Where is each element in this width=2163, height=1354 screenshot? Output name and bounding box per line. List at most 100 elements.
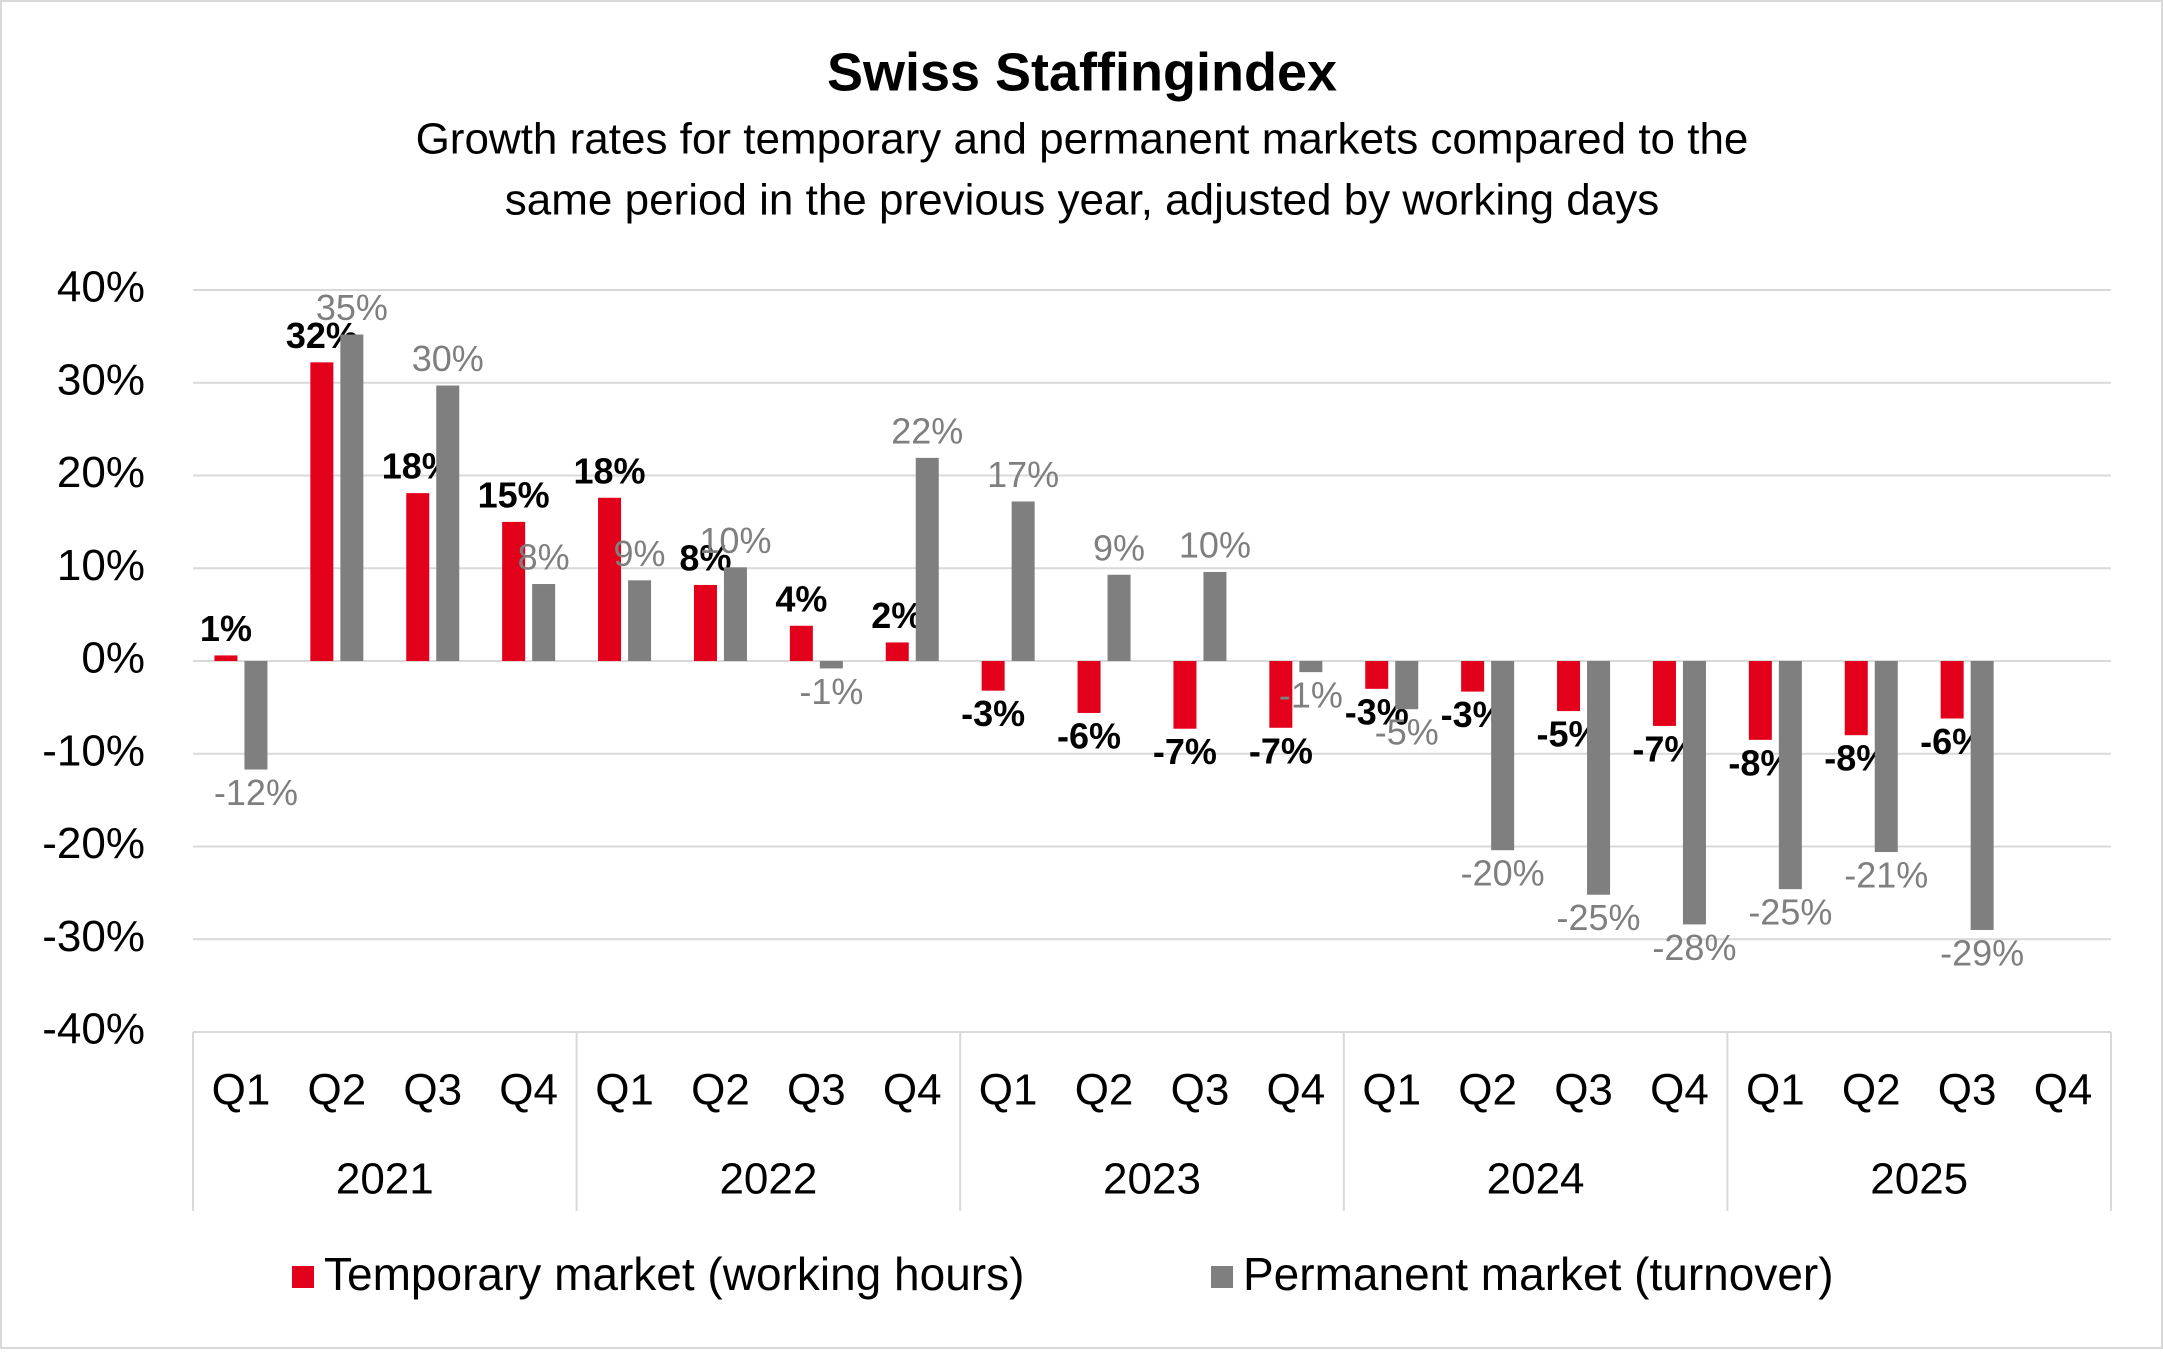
bar [1844, 661, 1868, 736]
bar [436, 385, 460, 661]
x-tick-label: Q3 [787, 1066, 846, 1115]
data-label: -21% [1844, 855, 1928, 896]
chart-title: Swiss Staffingindex [827, 42, 1337, 102]
data-label: -5% [1375, 712, 1439, 753]
bar [502, 521, 526, 661]
data-label: 18% [574, 450, 646, 491]
data-label: -1% [799, 671, 863, 712]
bar [532, 584, 556, 661]
bar [310, 362, 334, 661]
bar [1299, 661, 1323, 673]
x-tick-label: Q3 [1938, 1066, 1997, 1115]
data-label: 1% [200, 608, 252, 649]
chart-subtitle: same period in the previous year, adjust… [505, 176, 1659, 225]
x-tick-label: Q2 [1458, 1066, 1517, 1115]
y-tick-label: -10% [42, 726, 145, 775]
data-label: 30% [412, 338, 484, 379]
x-tick-label: Q4 [1650, 1066, 1709, 1115]
data-label: -7% [1153, 731, 1217, 772]
x-tick-label: Q4 [1266, 1066, 1325, 1115]
bar [1652, 661, 1676, 726]
x-group-label: 2025 [1870, 1155, 1968, 1204]
data-label: -1% [1279, 675, 1343, 716]
data-label: 10% [699, 520, 771, 561]
y-tick-label: 20% [57, 448, 145, 497]
x-tick-label: Q3 [403, 1066, 462, 1115]
x-tick-label: Q1 [212, 1066, 271, 1115]
data-label: 22% [891, 410, 963, 451]
bar [789, 625, 813, 661]
bar [723, 567, 747, 661]
bar [693, 584, 717, 661]
bar [1587, 661, 1611, 895]
x-tick-label: Q2 [307, 1066, 366, 1115]
legend-label: Temporary market (working hours) [324, 1248, 1024, 1300]
y-tick-label: 30% [57, 355, 145, 404]
data-label: 17% [987, 454, 1059, 495]
x-tick-label: Q3 [1554, 1066, 1613, 1115]
legend-label: Permanent market (turnover) [1243, 1248, 1834, 1300]
bar [1682, 661, 1706, 925]
y-tick-label: -20% [42, 819, 145, 868]
x-tick-label: Q4 [883, 1066, 942, 1115]
x-tick-label: Q2 [691, 1066, 750, 1115]
bar [406, 493, 430, 661]
data-label: 9% [614, 533, 666, 574]
x-tick-label: Q1 [1362, 1066, 1421, 1115]
x-tick-label: Q4 [2034, 1066, 2093, 1115]
bar [1940, 661, 1964, 719]
chart-subtitle: Growth rates for temporary and permanent… [416, 115, 1749, 164]
data-label: -28% [1652, 927, 1736, 968]
data-label: -29% [1940, 932, 2024, 973]
data-label: 35% [316, 287, 388, 328]
data-label: 8% [679, 537, 731, 578]
x-tick-label: Q2 [1075, 1066, 1134, 1115]
legend-swatch [292, 1266, 314, 1288]
x-tick-label: Q4 [499, 1066, 558, 1115]
bar [1970, 661, 1994, 930]
bar [981, 661, 1005, 691]
legend-swatch [1211, 1266, 1233, 1288]
bar [1395, 661, 1419, 710]
data-label: 15% [478, 474, 550, 515]
x-tick-label: Q1 [1746, 1066, 1805, 1115]
bar [1461, 661, 1485, 692]
x-group-label: 2022 [719, 1155, 817, 1204]
data-label: 8% [518, 537, 570, 578]
y-tick-label: -30% [42, 912, 145, 961]
data-label: -6% [1057, 715, 1121, 756]
data-label: -3% [961, 693, 1025, 734]
y-tick-label: 40% [57, 263, 145, 312]
bar [885, 642, 909, 661]
bar [1491, 661, 1515, 851]
data-label: 9% [1093, 527, 1145, 568]
data-label: 2% [871, 595, 923, 636]
data-label: -25% [1748, 892, 1832, 933]
bar [1077, 661, 1101, 713]
bar [598, 497, 622, 661]
bar [1173, 661, 1197, 729]
x-group-label: 2021 [336, 1155, 434, 1204]
x-tick-label: Q2 [1842, 1066, 1901, 1115]
data-label: 10% [1179, 524, 1251, 565]
bar [1107, 574, 1131, 661]
bar [915, 457, 939, 661]
data-label: -20% [1461, 853, 1545, 894]
bar [1874, 661, 1898, 853]
bar [1778, 661, 1802, 890]
data-label: -25% [1557, 897, 1641, 938]
bar [628, 580, 652, 661]
y-tick-label: -40% [42, 1005, 145, 1054]
y-tick-label: 10% [57, 541, 145, 590]
bar [214, 655, 238, 661]
data-label: -12% [214, 772, 298, 813]
x-group-label: 2023 [1103, 1155, 1201, 1204]
bar [1748, 661, 1772, 740]
x-tick-label: Q1 [595, 1066, 654, 1115]
bar [244, 661, 268, 770]
bar [1011, 501, 1035, 661]
y-tick-label: 0% [81, 634, 145, 683]
x-tick-label: Q1 [979, 1066, 1038, 1115]
